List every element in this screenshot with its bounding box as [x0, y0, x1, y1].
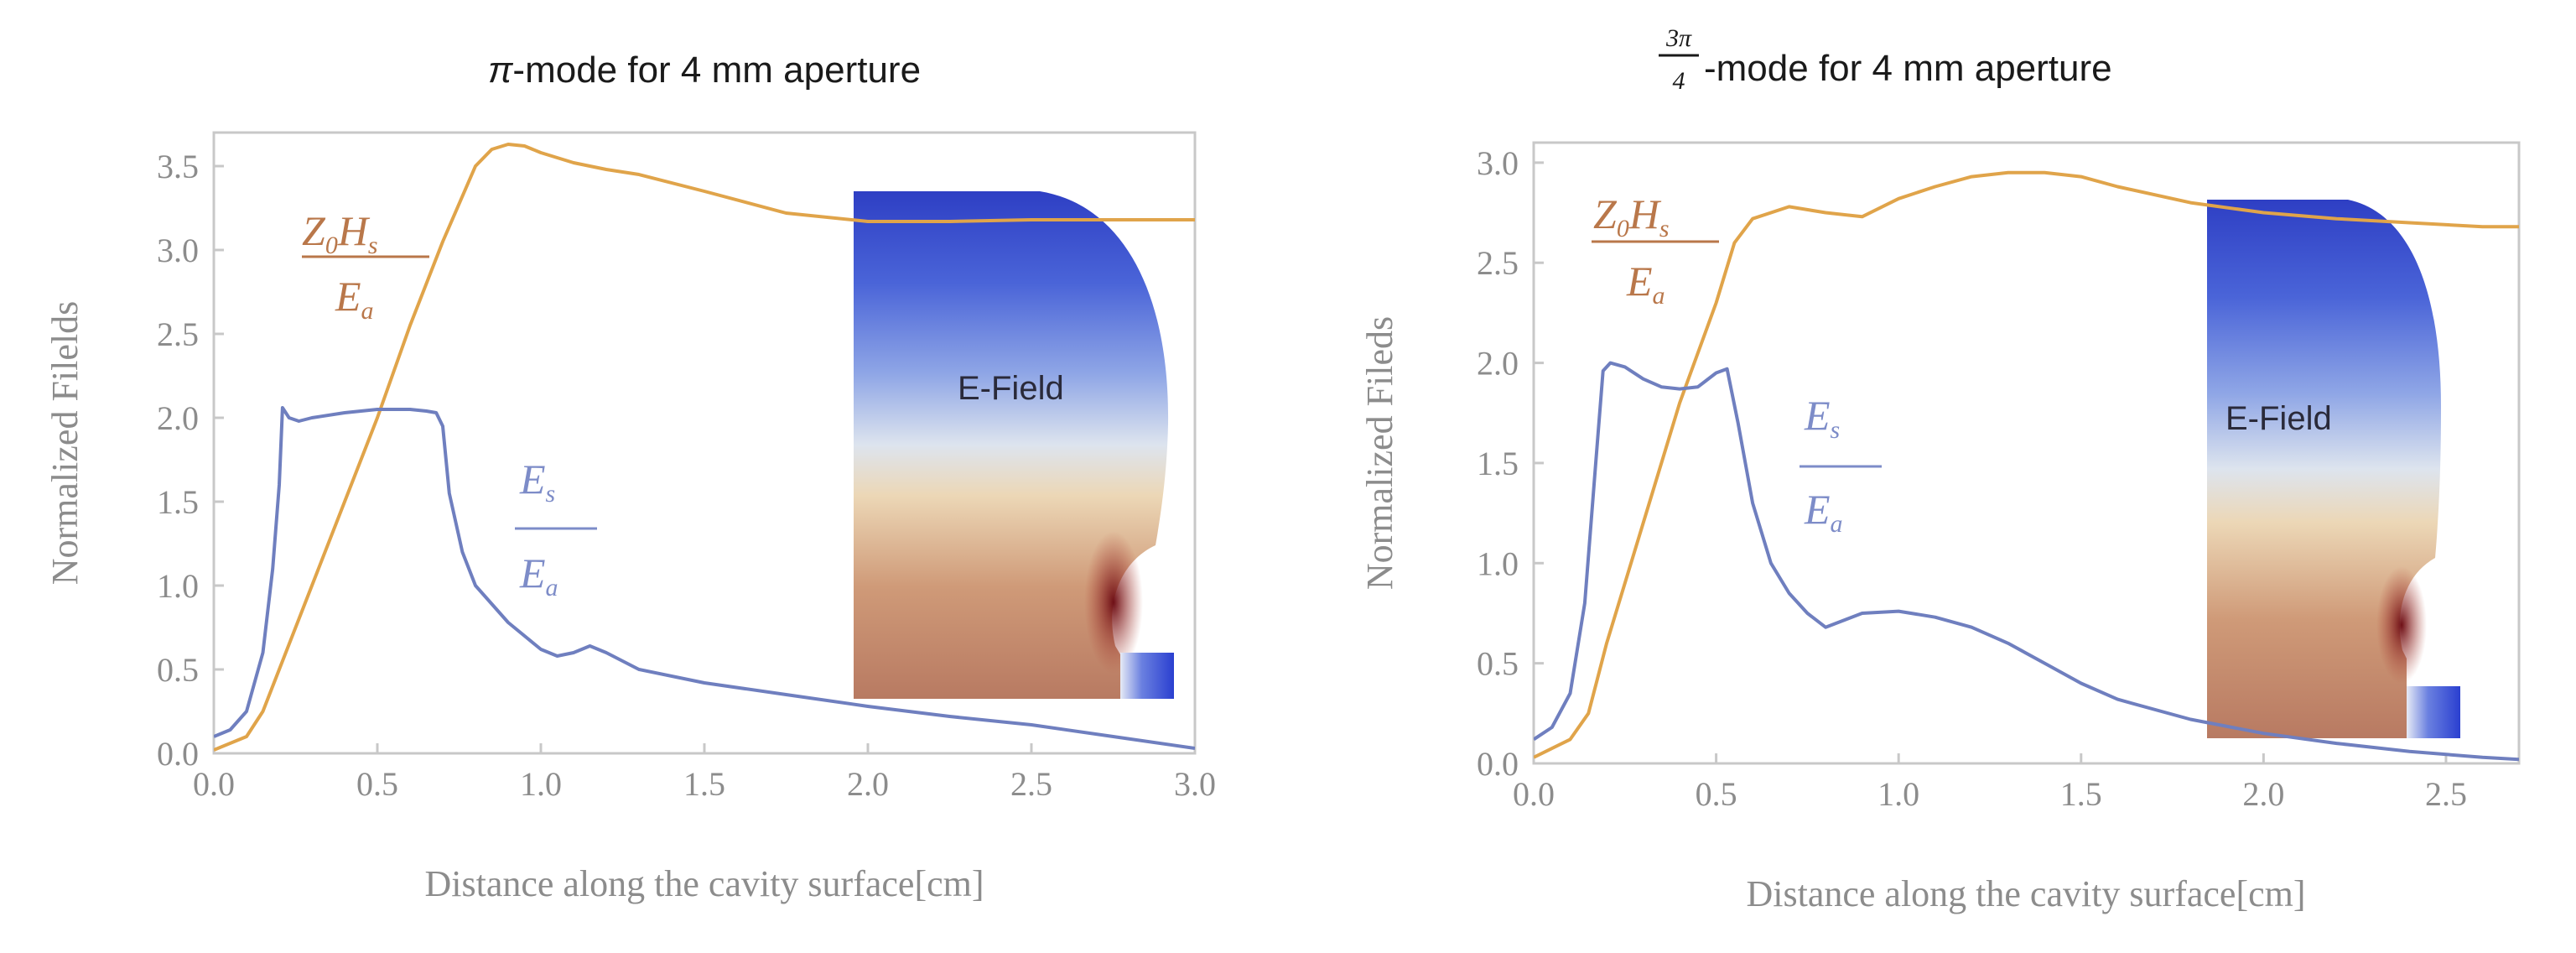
x-tick-label: 0.0: [193, 765, 235, 803]
x-tick-label: 0.0: [1513, 775, 1555, 813]
y-tick-label: 1.5: [157, 483, 199, 521]
annotation-es-over-ea: Es Ea: [515, 456, 597, 601]
title-mode-symbol: π: [488, 49, 514, 91]
y-tick-label: 3.0: [1477, 144, 1519, 182]
y-tick-label: 3.0: [157, 232, 199, 269]
beam-tube-region: [1120, 653, 1174, 699]
x-tick-label: 1.0: [520, 765, 562, 803]
y-axis-label: Normalized Fileds: [1359, 316, 1400, 590]
axis-ticks: 0.0 0.5 1.0 1.5 2.0 2.5 0.0 0.5 1.0 1.5 2.0 2.5 3.0: [1477, 144, 2467, 813]
x-tick-label: 0.5: [1696, 775, 1737, 813]
series-line-z0hs-ea: [214, 143, 1195, 752]
y-tick-label: 2.5: [157, 315, 199, 353]
inset-label: E-Field: [2225, 400, 2332, 437]
x-axis-label: Distance along the cavity surface[cm]: [1746, 873, 2305, 914]
annotation-z0hs-over-ea: Z0Hs Ea: [302, 207, 429, 325]
field-hotspot: [1084, 531, 1143, 674]
y-tick-label: 0.5: [1477, 645, 1519, 683]
e-field-inset: E-Field: [2207, 200, 2460, 738]
y-tick-label: 1.0: [1477, 544, 1519, 582]
series-line-es-ea: [214, 406, 1195, 750]
y-tick-label: 0.5: [157, 651, 199, 689]
annotation-denominator: Ea: [1804, 486, 1843, 538]
y-tick-label: 2.0: [157, 399, 199, 437]
annotation-denominator: Ea: [1626, 258, 1665, 310]
chart-title: π-mode for 4 mm aperture: [488, 49, 921, 91]
y-tick-label: 2.0: [1477, 345, 1519, 383]
y-tick-label: 1.0: [157, 567, 199, 605]
title-fraction-numerator: 3π: [1665, 24, 1692, 52]
series-line-z0hs-ea: [1534, 170, 2519, 759]
series-line-es-ea: [1534, 361, 2519, 762]
e-field-inset: E-Field: [854, 191, 1174, 699]
y-tick-label: 2.5: [1477, 244, 1519, 282]
y-tick-label: 3.5: [157, 148, 199, 185]
title-text: -mode for 4 mm aperture: [512, 49, 921, 91]
x-tick-label: 2.0: [2242, 775, 2284, 813]
beam-tube-region: [2407, 686, 2460, 738]
annotation-es-over-ea: Es Ea: [1800, 392, 1882, 538]
annotation-numerator: Z0Hs: [1593, 190, 1670, 242]
x-axis-label: Distance along the cavity surface[cm]: [424, 863, 984, 904]
annotation-denominator: Ea: [335, 273, 374, 325]
y-axis-label: Normalized Filelds: [44, 301, 86, 586]
x-tick-label: 0.5: [356, 765, 398, 803]
title-fraction-denominator: 4: [1673, 67, 1685, 95]
annotation-numerator: Es: [1804, 392, 1840, 444]
x-tick-label: 2.0: [847, 765, 889, 803]
annotation-numerator: Es: [519, 456, 555, 508]
x-tick-label: 1.5: [683, 765, 725, 803]
x-tick-label: 1.5: [2060, 775, 2102, 813]
axis-ticks: 0.0 0.5 1.0 1.5 2.0 2.5 3.0 0.0 0.5 1.0 1.5 2.0 2.5 3…: [157, 148, 1216, 803]
annotation-numerator: Z0Hs: [302, 207, 378, 259]
annotation-denominator: Ea: [519, 549, 558, 601]
x-tick-label: 3.0: [1174, 765, 1216, 803]
inset-label: E-Field: [958, 370, 1064, 407]
field-hotspot: [2376, 566, 2427, 684]
annotation-z0hs-over-ea: Z0Hs Ea: [1592, 190, 1719, 310]
x-tick-label: 2.5: [2425, 775, 2467, 813]
y-tick-label: 0.0: [1477, 745, 1519, 783]
x-tick-label: 1.0: [1877, 775, 1919, 813]
chart-pi-mode: π-mode for 4 mm aperture E-Field 0.0 0.5 1…: [44, 49, 1216, 904]
chart-title: 3π 4 -mode for 4 mm aperture: [1659, 24, 2112, 95]
y-tick-label: 1.5: [1477, 445, 1519, 482]
title-text: -mode for 4 mm aperture: [1704, 48, 2112, 89]
plot-frame: [1532, 141, 2521, 765]
y-tick-label: 0.0: [157, 735, 199, 773]
chart-3pi-4-mode: 3π 4 -mode for 4 mm aperture E-Field 0.0…: [1359, 24, 2521, 914]
x-tick-label: 2.5: [1010, 765, 1052, 803]
